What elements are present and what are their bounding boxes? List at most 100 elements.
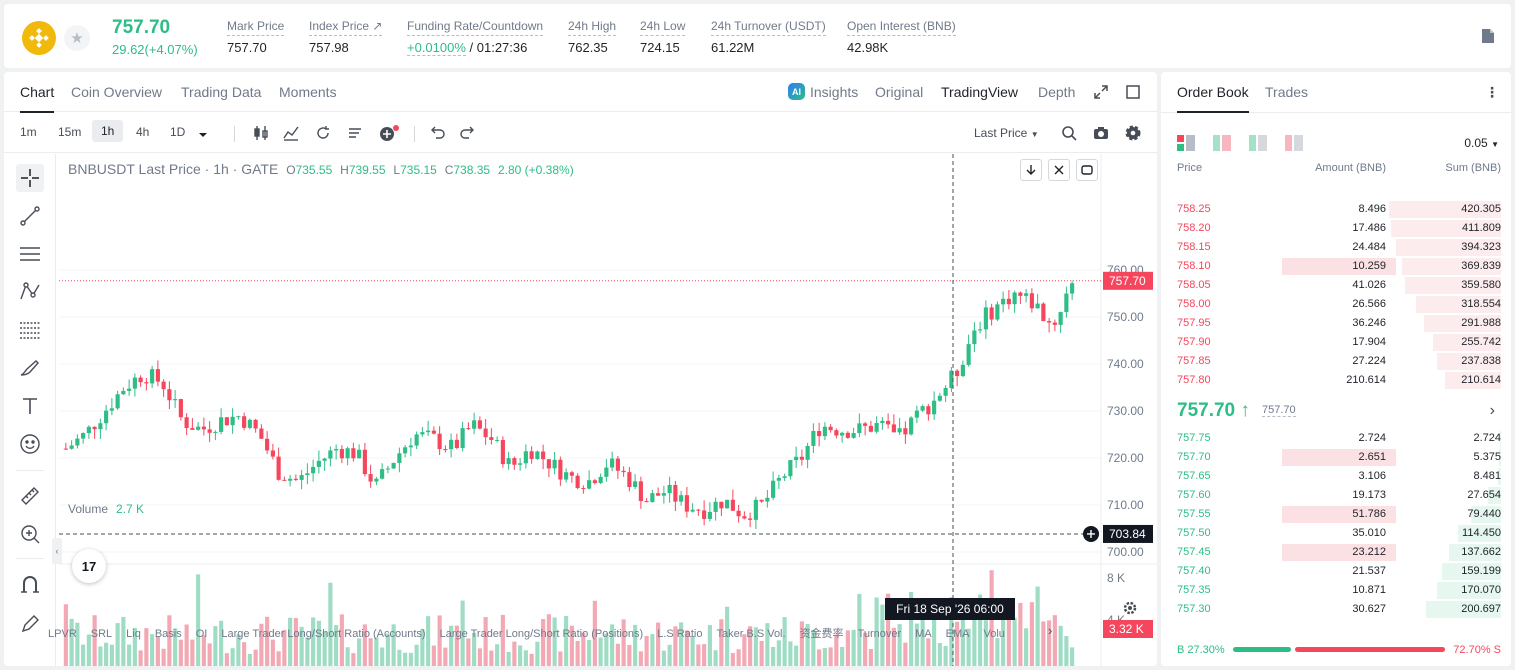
interval-1m[interactable]: 1m — [20, 125, 37, 139]
indicator-item[interactable]: Basis — [154, 628, 182, 640]
ask-row[interactable]: 758.20 17.486 411.809 — [1161, 219, 1511, 238]
indicator-item[interactable]: SRL — [90, 628, 113, 640]
ask-row[interactable]: 758.05 41.026 359.580 — [1161, 276, 1511, 295]
text-tool-icon[interactable] — [16, 392, 44, 420]
pencil-lock-tool-icon[interactable] — [16, 610, 44, 638]
interval-1d[interactable]: 1D — [170, 125, 186, 139]
bid-row[interactable]: 757.45 23.212 137.662 — [1161, 543, 1511, 562]
interval-15m[interactable]: 15m — [58, 125, 82, 139]
indicator-scroll-right-icon[interactable]: › — [1048, 623, 1053, 638]
crosshair-tool-icon[interactable] — [16, 164, 44, 192]
templates-icon[interactable] — [346, 124, 364, 142]
camera-icon[interactable] — [1092, 124, 1110, 142]
bid-row[interactable]: 757.30 30.627 200.697 — [1161, 600, 1511, 619]
indicator-item[interactable]: L.S Ratio — [657, 628, 703, 640]
redo-icon[interactable] — [459, 124, 477, 142]
ask-row[interactable]: 758.00 26.566 318.554 — [1161, 295, 1511, 314]
bid-row[interactable]: 757.50 35.010 114.450 — [1161, 524, 1511, 543]
indicator-item[interactable]: Liq — [126, 628, 141, 640]
indicator-item[interactable]: Taker B.S Vol. — [716, 628, 786, 640]
tab-trading-data[interactable]: Trading Data — [181, 84, 262, 100]
indicator-item[interactable]: Turnover — [857, 628, 902, 640]
candle-body — [288, 478, 293, 481]
zoom-in-tool-icon[interactable] — [16, 520, 44, 548]
replay-icon[interactable] — [314, 124, 332, 142]
candle-type-icon[interactable] — [252, 124, 270, 142]
ask-row[interactable]: 758.15 24.484 394.323 — [1161, 238, 1511, 257]
indicator-item[interactable]: Volu — [983, 628, 1005, 640]
tab-order-book[interactable]: Order Book — [1177, 84, 1249, 113]
scroll-down-icon[interactable] — [1020, 159, 1042, 181]
bid-row[interactable]: 757.55 51.786 79.440 — [1161, 505, 1511, 524]
layout-both-icon[interactable] — [1177, 135, 1195, 154]
layout-asks-icon[interactable] — [1285, 135, 1303, 154]
bid-row[interactable]: 757.60 19.173 27.654 — [1161, 486, 1511, 505]
collapse-toolbar-icon[interactable]: ‹ — [52, 538, 62, 564]
collapse-arrows-icon[interactable] — [1048, 159, 1070, 181]
indicator-item[interactable]: Large Trader Long/Short Ratio (Accounts) — [221, 628, 426, 640]
favorite-star-icon[interactable]: ★ — [64, 25, 90, 51]
row-amount: 210.614 — [1346, 374, 1386, 386]
undo-icon[interactable] — [428, 124, 446, 142]
view-tradingview[interactable]: TradingView — [941, 84, 1019, 100]
candle-body — [242, 416, 247, 428]
search-icon[interactable] — [1060, 124, 1078, 142]
ask-row[interactable]: 757.85 27.224 237.838 — [1161, 352, 1511, 371]
pattern-tool-icon[interactable] — [16, 278, 44, 306]
magnet-tool-icon[interactable] — [16, 570, 44, 598]
interval-dropdown-icon[interactable] — [198, 128, 208, 142]
indicators-icon[interactable] — [282, 124, 300, 142]
tick-size-select[interactable]: 0.05 ▼ — [1464, 136, 1499, 150]
ask-row[interactable]: 758.25 8.496 420.305 — [1161, 200, 1511, 219]
tab-trades[interactable]: Trades — [1265, 84, 1309, 100]
candle-body — [305, 473, 310, 476]
price-type-select[interactable]: Last Price ▼ — [974, 126, 1039, 140]
layout-mixed-icon[interactable] — [1213, 135, 1231, 154]
interval-1h[interactable]: 1h — [92, 120, 124, 142]
view-depth[interactable]: Depth — [1038, 84, 1076, 100]
brush-tool-icon[interactable] — [16, 354, 44, 382]
candle-body — [857, 423, 862, 434]
tab-moments[interactable]: Moments — [279, 84, 337, 100]
reset-view-icon[interactable] — [1076, 159, 1098, 181]
bid-row[interactable]: 757.40 21.537 159.199 — [1161, 562, 1511, 581]
candlestick-chart[interactable]: 760.00750.00740.00730.00720.00710.00700.… — [59, 154, 1157, 666]
view-insights[interactable]: Insights — [810, 84, 859, 100]
ask-row[interactable]: 757.95 36.246 291.988 — [1161, 314, 1511, 333]
window-icon[interactable] — [1126, 85, 1140, 102]
bid-row[interactable]: 757.65 3.106 8.481 — [1161, 467, 1511, 486]
fib-tool-icon[interactable] — [16, 316, 44, 344]
layout-bids-icon[interactable] — [1249, 135, 1267, 154]
depth-bar — [1416, 296, 1501, 313]
ask-row[interactable]: 757.80 210.614 210.614 — [1161, 371, 1511, 390]
bid-row[interactable]: 757.70 2.651 5.375 — [1161, 448, 1511, 467]
bid-row[interactable]: 757.35 10.871 170.070 — [1161, 581, 1511, 600]
bid-row[interactable]: 757.75 2.724 2.724 — [1161, 429, 1511, 448]
indicator-item[interactable]: EMA — [945, 628, 970, 640]
ask-row[interactable]: 757.90 17.904 255.742 — [1161, 333, 1511, 352]
tab-coin-overview[interactable]: Coin Overview — [71, 84, 163, 100]
view-original[interactable]: Original — [875, 84, 924, 100]
ruler-tool-icon[interactable] — [16, 482, 44, 510]
row-sum: 27.654 — [1467, 489, 1501, 501]
indicator-item[interactable]: LPVR — [48, 628, 77, 640]
more-options-icon[interactable]: ⋮ — [1485, 84, 1499, 100]
indicator-item[interactable]: 资金费率 — [799, 628, 844, 640]
candle-body — [196, 426, 201, 430]
tab-chart[interactable]: Chart — [20, 84, 55, 113]
emoji-tool-icon[interactable] — [16, 430, 44, 458]
document-icon[interactable] — [1481, 28, 1495, 44]
horizontal-lines-tool-icon[interactable] — [16, 240, 44, 268]
indicator-item[interactable]: OI — [195, 628, 208, 640]
stat-index-price[interactable]: Index Price ↗ 757.98 — [309, 19, 383, 55]
chevron-right-icon[interactable]: › — [1489, 402, 1495, 419]
interval-4h[interactable]: 4h — [136, 125, 150, 139]
expand-icon[interactable] — [1094, 85, 1108, 102]
indicator-item[interactable]: MA — [915, 628, 932, 640]
trendline-tool-icon[interactable] — [16, 202, 44, 230]
add-alert-icon[interactable] — [378, 124, 399, 142]
chart-settings-icon[interactable] — [1122, 600, 1138, 619]
ask-row[interactable]: 758.10 10.259 369.839 — [1161, 257, 1511, 276]
indicator-item[interactable]: Large Trader Long/Short Ratio (Positions… — [439, 628, 644, 640]
settings-gear-icon[interactable] — [1124, 124, 1142, 142]
